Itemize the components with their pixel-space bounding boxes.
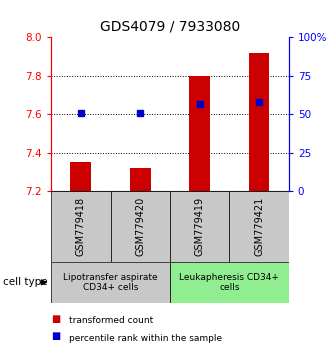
Bar — [249, 53, 269, 191]
Text: cell type: cell type — [3, 277, 48, 287]
Bar — [111, 191, 170, 262]
Bar — [170, 191, 229, 262]
Text: percentile rank within the sample: percentile rank within the sample — [69, 333, 222, 343]
Bar — [229, 191, 289, 262]
Text: GSM779420: GSM779420 — [135, 197, 145, 256]
Bar — [130, 168, 150, 191]
Text: transformed count: transformed count — [69, 316, 153, 325]
Text: GSM779418: GSM779418 — [76, 197, 86, 256]
Text: ■: ■ — [51, 314, 60, 324]
Text: GSM779421: GSM779421 — [254, 197, 264, 256]
Text: GSM779419: GSM779419 — [195, 197, 205, 256]
Bar — [51, 262, 170, 303]
Bar — [51, 191, 111, 262]
Bar — [189, 76, 210, 191]
Text: ■: ■ — [51, 331, 60, 341]
Text: Leukapheresis CD34+
cells: Leukapheresis CD34+ cells — [180, 273, 279, 292]
Text: Lipotransfer aspirate
CD34+ cells: Lipotransfer aspirate CD34+ cells — [63, 273, 158, 292]
Bar — [71, 162, 91, 191]
Bar — [170, 262, 289, 303]
Title: GDS4079 / 7933080: GDS4079 / 7933080 — [100, 19, 240, 33]
